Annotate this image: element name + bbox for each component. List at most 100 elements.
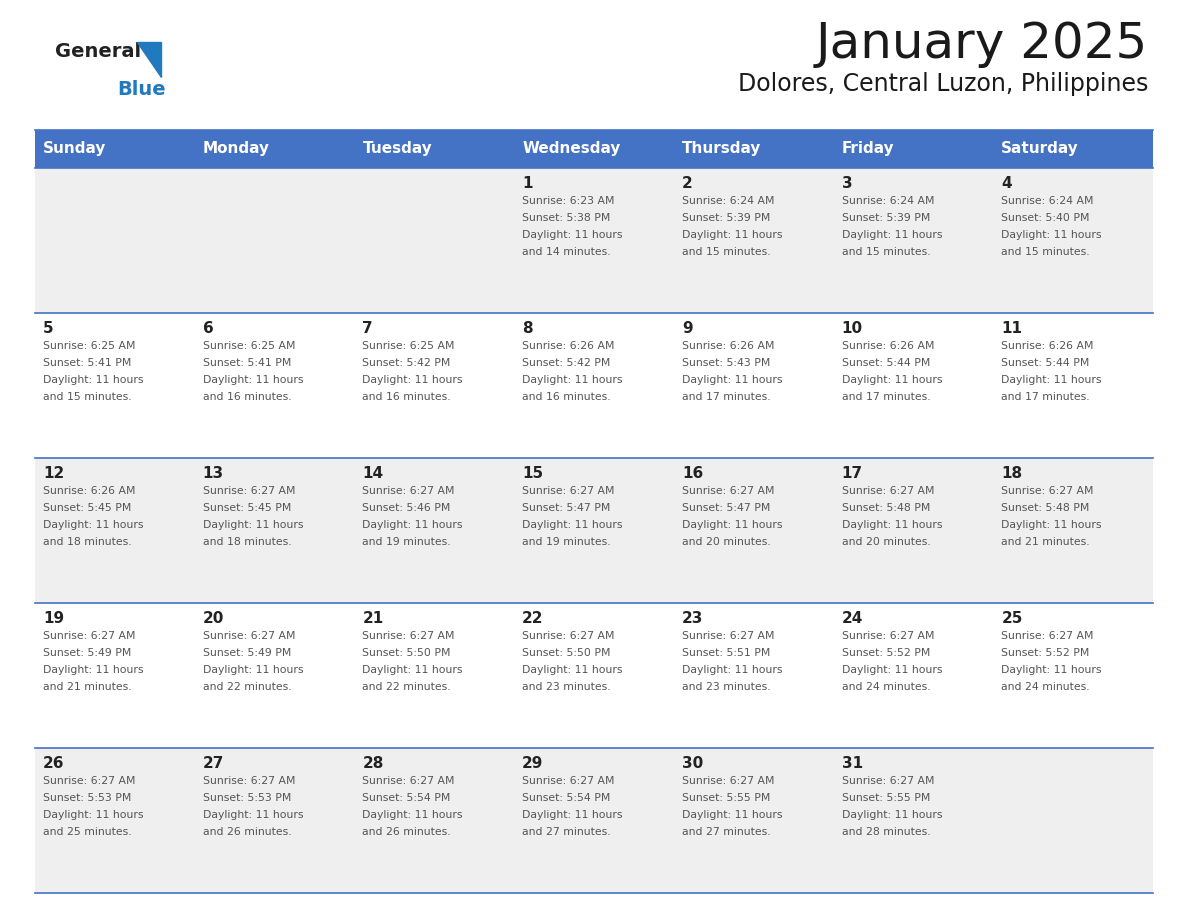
Text: Daylight: 11 hours: Daylight: 11 hours xyxy=(43,520,144,530)
Text: Sunset: 5:42 PM: Sunset: 5:42 PM xyxy=(362,358,450,368)
Text: and 16 minutes.: and 16 minutes. xyxy=(362,392,451,402)
Text: Sunrise: 6:27 AM: Sunrise: 6:27 AM xyxy=(1001,486,1094,496)
Text: 25: 25 xyxy=(1001,611,1023,626)
Text: and 15 minutes.: and 15 minutes. xyxy=(841,247,930,257)
Text: Tuesday: Tuesday xyxy=(362,141,432,156)
Text: Sunset: 5:46 PM: Sunset: 5:46 PM xyxy=(362,503,450,513)
Text: Sunrise: 6:27 AM: Sunrise: 6:27 AM xyxy=(362,631,455,641)
Text: Friday: Friday xyxy=(841,141,895,156)
Text: Daylight: 11 hours: Daylight: 11 hours xyxy=(682,665,783,675)
Text: Sunset: 5:54 PM: Sunset: 5:54 PM xyxy=(523,793,611,803)
Bar xyxy=(34,168,1154,313)
Bar xyxy=(993,130,1154,168)
Text: Daylight: 11 hours: Daylight: 11 hours xyxy=(203,375,303,385)
Text: Saturday: Saturday xyxy=(1001,141,1079,156)
Text: and 15 minutes.: and 15 minutes. xyxy=(682,247,771,257)
Text: 14: 14 xyxy=(362,466,384,481)
Text: 18: 18 xyxy=(1001,466,1023,481)
Text: and 20 minutes.: and 20 minutes. xyxy=(841,537,930,547)
Text: Daylight: 11 hours: Daylight: 11 hours xyxy=(841,520,942,530)
Text: Sunrise: 6:24 AM: Sunrise: 6:24 AM xyxy=(841,196,934,206)
Text: and 14 minutes.: and 14 minutes. xyxy=(523,247,611,257)
Text: Sunrise: 6:27 AM: Sunrise: 6:27 AM xyxy=(682,631,775,641)
Text: 30: 30 xyxy=(682,756,703,771)
Text: 13: 13 xyxy=(203,466,223,481)
Text: and 23 minutes.: and 23 minutes. xyxy=(682,682,771,692)
Text: Sunset: 5:47 PM: Sunset: 5:47 PM xyxy=(523,503,611,513)
Text: and 19 minutes.: and 19 minutes. xyxy=(362,537,451,547)
Text: Daylight: 11 hours: Daylight: 11 hours xyxy=(523,520,623,530)
Text: 8: 8 xyxy=(523,321,532,336)
Text: Daylight: 11 hours: Daylight: 11 hours xyxy=(682,230,783,240)
Text: Sunset: 5:50 PM: Sunset: 5:50 PM xyxy=(523,648,611,658)
Text: and 25 minutes.: and 25 minutes. xyxy=(43,827,132,837)
Text: and 22 minutes.: and 22 minutes. xyxy=(203,682,291,692)
Text: Daylight: 11 hours: Daylight: 11 hours xyxy=(203,665,303,675)
Text: and 22 minutes.: and 22 minutes. xyxy=(362,682,451,692)
Text: Sunrise: 6:27 AM: Sunrise: 6:27 AM xyxy=(203,486,295,496)
Text: Sunrise: 6:26 AM: Sunrise: 6:26 AM xyxy=(1001,341,1094,351)
Text: and 17 minutes.: and 17 minutes. xyxy=(682,392,771,402)
Bar xyxy=(34,130,195,168)
Text: Sunset: 5:48 PM: Sunset: 5:48 PM xyxy=(841,503,930,513)
Text: 4: 4 xyxy=(1001,176,1012,191)
Text: Sunrise: 6:27 AM: Sunrise: 6:27 AM xyxy=(841,776,934,786)
Text: Sunrise: 6:27 AM: Sunrise: 6:27 AM xyxy=(43,631,135,641)
Text: Daylight: 11 hours: Daylight: 11 hours xyxy=(523,665,623,675)
Text: Blue: Blue xyxy=(116,80,165,99)
Text: Daylight: 11 hours: Daylight: 11 hours xyxy=(523,230,623,240)
Text: Sunset: 5:49 PM: Sunset: 5:49 PM xyxy=(203,648,291,658)
Text: Daylight: 11 hours: Daylight: 11 hours xyxy=(841,810,942,820)
Text: Daylight: 11 hours: Daylight: 11 hours xyxy=(1001,520,1101,530)
Text: Sunset: 5:53 PM: Sunset: 5:53 PM xyxy=(203,793,291,803)
Text: Sunrise: 6:27 AM: Sunrise: 6:27 AM xyxy=(43,776,135,786)
Text: 15: 15 xyxy=(523,466,543,481)
Text: Wednesday: Wednesday xyxy=(523,141,620,156)
Bar xyxy=(195,130,354,168)
Text: and 15 minutes.: and 15 minutes. xyxy=(1001,247,1089,257)
Text: Sunset: 5:44 PM: Sunset: 5:44 PM xyxy=(1001,358,1089,368)
Text: Sunset: 5:45 PM: Sunset: 5:45 PM xyxy=(203,503,291,513)
Text: Sunrise: 6:27 AM: Sunrise: 6:27 AM xyxy=(682,776,775,786)
Text: Sunset: 5:43 PM: Sunset: 5:43 PM xyxy=(682,358,770,368)
Text: Sunrise: 6:27 AM: Sunrise: 6:27 AM xyxy=(362,776,455,786)
Text: Daylight: 11 hours: Daylight: 11 hours xyxy=(43,810,144,820)
Text: Sunset: 5:39 PM: Sunset: 5:39 PM xyxy=(682,213,770,223)
Polygon shape xyxy=(137,42,162,77)
Bar xyxy=(34,458,1154,603)
Text: Daylight: 11 hours: Daylight: 11 hours xyxy=(43,665,144,675)
Text: Sunrise: 6:27 AM: Sunrise: 6:27 AM xyxy=(523,631,614,641)
Text: Daylight: 11 hours: Daylight: 11 hours xyxy=(1001,665,1101,675)
Text: 17: 17 xyxy=(841,466,862,481)
Text: Sunset: 5:41 PM: Sunset: 5:41 PM xyxy=(43,358,132,368)
Text: Monday: Monday xyxy=(203,141,270,156)
Text: and 20 minutes.: and 20 minutes. xyxy=(682,537,771,547)
Text: Daylight: 11 hours: Daylight: 11 hours xyxy=(682,375,783,385)
Text: Daylight: 11 hours: Daylight: 11 hours xyxy=(1001,375,1101,385)
Text: and 21 minutes.: and 21 minutes. xyxy=(1001,537,1089,547)
Text: Sunset: 5:50 PM: Sunset: 5:50 PM xyxy=(362,648,451,658)
Text: and 27 minutes.: and 27 minutes. xyxy=(682,827,771,837)
Text: Sunset: 5:55 PM: Sunset: 5:55 PM xyxy=(682,793,770,803)
Text: 9: 9 xyxy=(682,321,693,336)
Text: 2: 2 xyxy=(682,176,693,191)
Text: Daylight: 11 hours: Daylight: 11 hours xyxy=(841,375,942,385)
Text: Sunrise: 6:27 AM: Sunrise: 6:27 AM xyxy=(523,776,614,786)
Text: Sunrise: 6:27 AM: Sunrise: 6:27 AM xyxy=(841,486,934,496)
Text: Sunrise: 6:25 AM: Sunrise: 6:25 AM xyxy=(43,341,135,351)
Text: and 28 minutes.: and 28 minutes. xyxy=(841,827,930,837)
Text: Sunset: 5:40 PM: Sunset: 5:40 PM xyxy=(1001,213,1089,223)
Text: Daylight: 11 hours: Daylight: 11 hours xyxy=(362,665,463,675)
Text: Sunrise: 6:27 AM: Sunrise: 6:27 AM xyxy=(1001,631,1094,641)
Bar xyxy=(834,130,993,168)
Text: Sunset: 5:52 PM: Sunset: 5:52 PM xyxy=(1001,648,1089,658)
Text: Sunday: Sunday xyxy=(43,141,107,156)
Text: Daylight: 11 hours: Daylight: 11 hours xyxy=(841,665,942,675)
Text: and 16 minutes.: and 16 minutes. xyxy=(523,392,611,402)
Text: Sunrise: 6:27 AM: Sunrise: 6:27 AM xyxy=(362,486,455,496)
Text: Daylight: 11 hours: Daylight: 11 hours xyxy=(682,810,783,820)
Text: and 21 minutes.: and 21 minutes. xyxy=(43,682,132,692)
Text: Sunset: 5:49 PM: Sunset: 5:49 PM xyxy=(43,648,132,658)
Text: 6: 6 xyxy=(203,321,214,336)
Text: 10: 10 xyxy=(841,321,862,336)
